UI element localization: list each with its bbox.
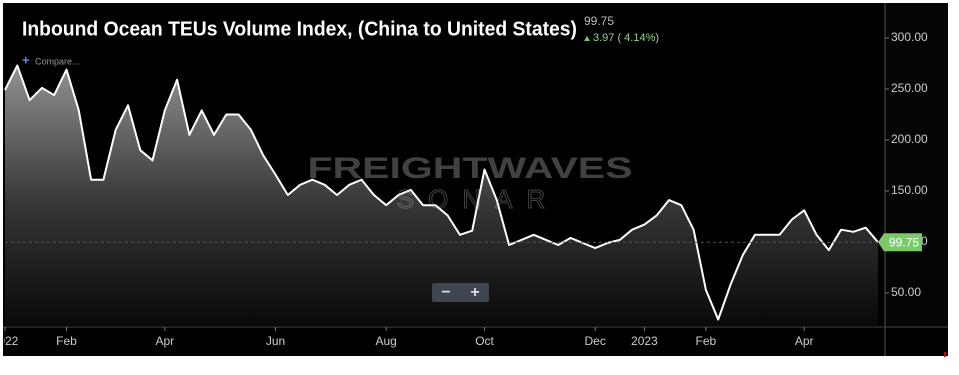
zoom-out-button[interactable]: −	[441, 284, 450, 301]
watermark-brand: FREIGHTWAVES	[308, 152, 633, 185]
watermark: FREIGHTWAVES SONAR	[308, 152, 633, 214]
y-tick-label: 50.00	[891, 285, 921, 299]
corner-marker	[944, 352, 946, 357]
x-tick-label: Feb	[56, 334, 77, 348]
x-tick-label: Apr	[156, 334, 175, 348]
series-line	[4, 64, 879, 321]
change-up-icon	[584, 36, 590, 41]
x-axis: 2022 Feb Apr Jun Aug Oct Dec 2023 Feb Apr	[0, 327, 814, 348]
last-value-badge-label: 99.75	[889, 235, 919, 249]
x-tick-label: Jun	[266, 334, 285, 348]
x-tick-label: 2023	[631, 334, 658, 348]
x-tick-label: Dec	[585, 334, 606, 348]
compare-button[interactable]: + Compare...	[22, 52, 80, 67]
x-tick-label: 2022	[0, 334, 19, 348]
y-tick-label: 200.00	[891, 132, 928, 146]
y-tick-label: 150.00	[891, 183, 928, 197]
zoom-in-button[interactable]: +	[470, 284, 479, 301]
x-tick-label: Oct	[475, 334, 494, 348]
x-tick-label: Aug	[375, 334, 396, 348]
series-area	[5, 65, 878, 326]
y-tick-label: 300.00	[891, 30, 928, 44]
zoom-background[interactable]	[432, 283, 489, 302]
compare-label[interactable]: Compare...	[35, 56, 80, 66]
x-tick-label: Apr	[795, 334, 814, 348]
plot-area	[4, 64, 879, 326]
zoom-controls[interactable]: − +	[432, 283, 489, 302]
x-tick-label: Feb	[696, 334, 717, 348]
change-value: 3.97 ( 4.14%)	[593, 32, 659, 44]
y-tick-label: 250.00	[891, 81, 928, 95]
last-value-badge	[878, 233, 922, 252]
last-value: 99.75	[584, 14, 614, 28]
watermark-product: SONAR	[397, 184, 559, 214]
compare-icon[interactable]: +	[22, 52, 30, 67]
chart-title: Inbound Ocean TEUs Volume Index, (China …	[22, 18, 577, 40]
axis-panel	[885, 3, 948, 328]
